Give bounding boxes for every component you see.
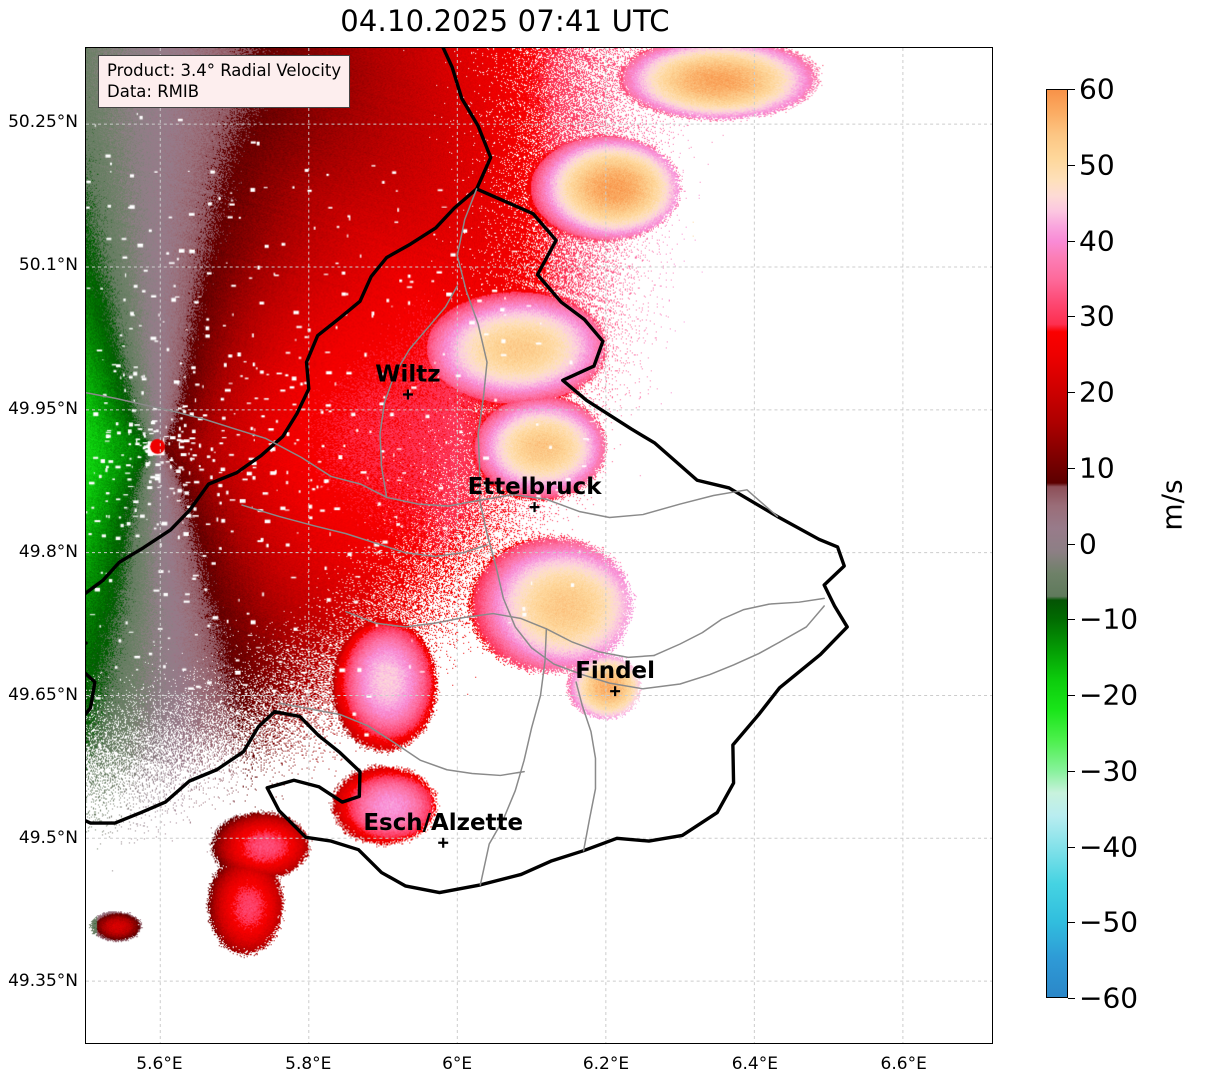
colorbar-tick-label: 0: [1079, 527, 1097, 560]
colorbar-tick: [1068, 89, 1075, 90]
colorbar-tick: [1068, 164, 1075, 166]
colorbar-unit-label: m/s: [1155, 479, 1189, 531]
colorbar-tick-label: 10: [1079, 451, 1115, 485]
colorbar-gradient: [1047, 90, 1067, 997]
radar-map-axes[interactable]: Wiltz Ettelbruck Findel Esch/Alzette Produc…: [85, 47, 993, 1044]
colorbar-tick: [1068, 240, 1075, 242]
colorbar-tick-label: −40: [1079, 830, 1139, 863]
x-tick-label: 6.6°E: [880, 1054, 927, 1074]
radar-velocity-field: [86, 48, 992, 1043]
x-tick-label: 5.8°E: [285, 1054, 332, 1074]
product-info-box: Product: 3.4° Radial Velocity Data: RMIB: [98, 55, 351, 109]
colorbar-tick-label: −50: [1079, 905, 1139, 939]
info-data-line: Data: RMIB: [107, 82, 200, 102]
colorbar-tick: [1068, 922, 1075, 924]
y-tick-label: 49.95°N: [8, 398, 78, 419]
y-tick-label: 49.5°N: [18, 827, 78, 848]
y-tick-label: 50.25°N: [8, 112, 78, 133]
y-tick-label: 50.1°N: [18, 255, 78, 276]
colorbar-tick-label: 60: [1079, 72, 1115, 106]
colorbar-tick: [1068, 467, 1075, 469]
colorbar-tick: [1068, 316, 1075, 318]
colorbar[interactable]: [1046, 89, 1068, 998]
colorbar-tick-label: −20: [1079, 678, 1139, 712]
x-tick-label: 6°E: [442, 1054, 473, 1074]
colorbar-tick: [1068, 543, 1075, 545]
colorbar-tick: [1068, 392, 1075, 393]
colorbar-tick-label: 40: [1079, 224, 1115, 257]
colorbar-tick-label: 30: [1079, 299, 1115, 333]
colorbar-tick: [1068, 846, 1075, 848]
y-tick-label: 49.65°N: [8, 684, 78, 705]
colorbar-tick: [1068, 695, 1075, 696]
x-tick-label: 6.2°E: [582, 1054, 630, 1074]
info-product-line: Product: 3.4° Radial Velocity: [107, 61, 342, 80]
colorbar-tick-label: −60: [1079, 981, 1139, 1015]
x-tick-label: 6.4°E: [731, 1054, 778, 1074]
page-title: 04.10.2025 07:41 UTC: [340, 4, 670, 38]
colorbar-tick-label: −10: [1079, 602, 1139, 636]
colorbar-tick: [1068, 998, 1075, 999]
x-tick-label: 5.6°E: [136, 1054, 183, 1074]
y-tick-label: 49.8°N: [18, 541, 78, 562]
colorbar-tick-label: 20: [1079, 375, 1115, 409]
colorbar-tick-label: −30: [1079, 754, 1139, 788]
colorbar-tick-label: 50: [1079, 148, 1115, 182]
colorbar-tick: [1068, 770, 1075, 772]
y-tick-label: 49.35°N: [8, 970, 78, 991]
map-clip: Wiltz Ettelbruck Findel Esch/Alzette: [86, 48, 992, 1043]
colorbar-tick: [1068, 619, 1075, 621]
